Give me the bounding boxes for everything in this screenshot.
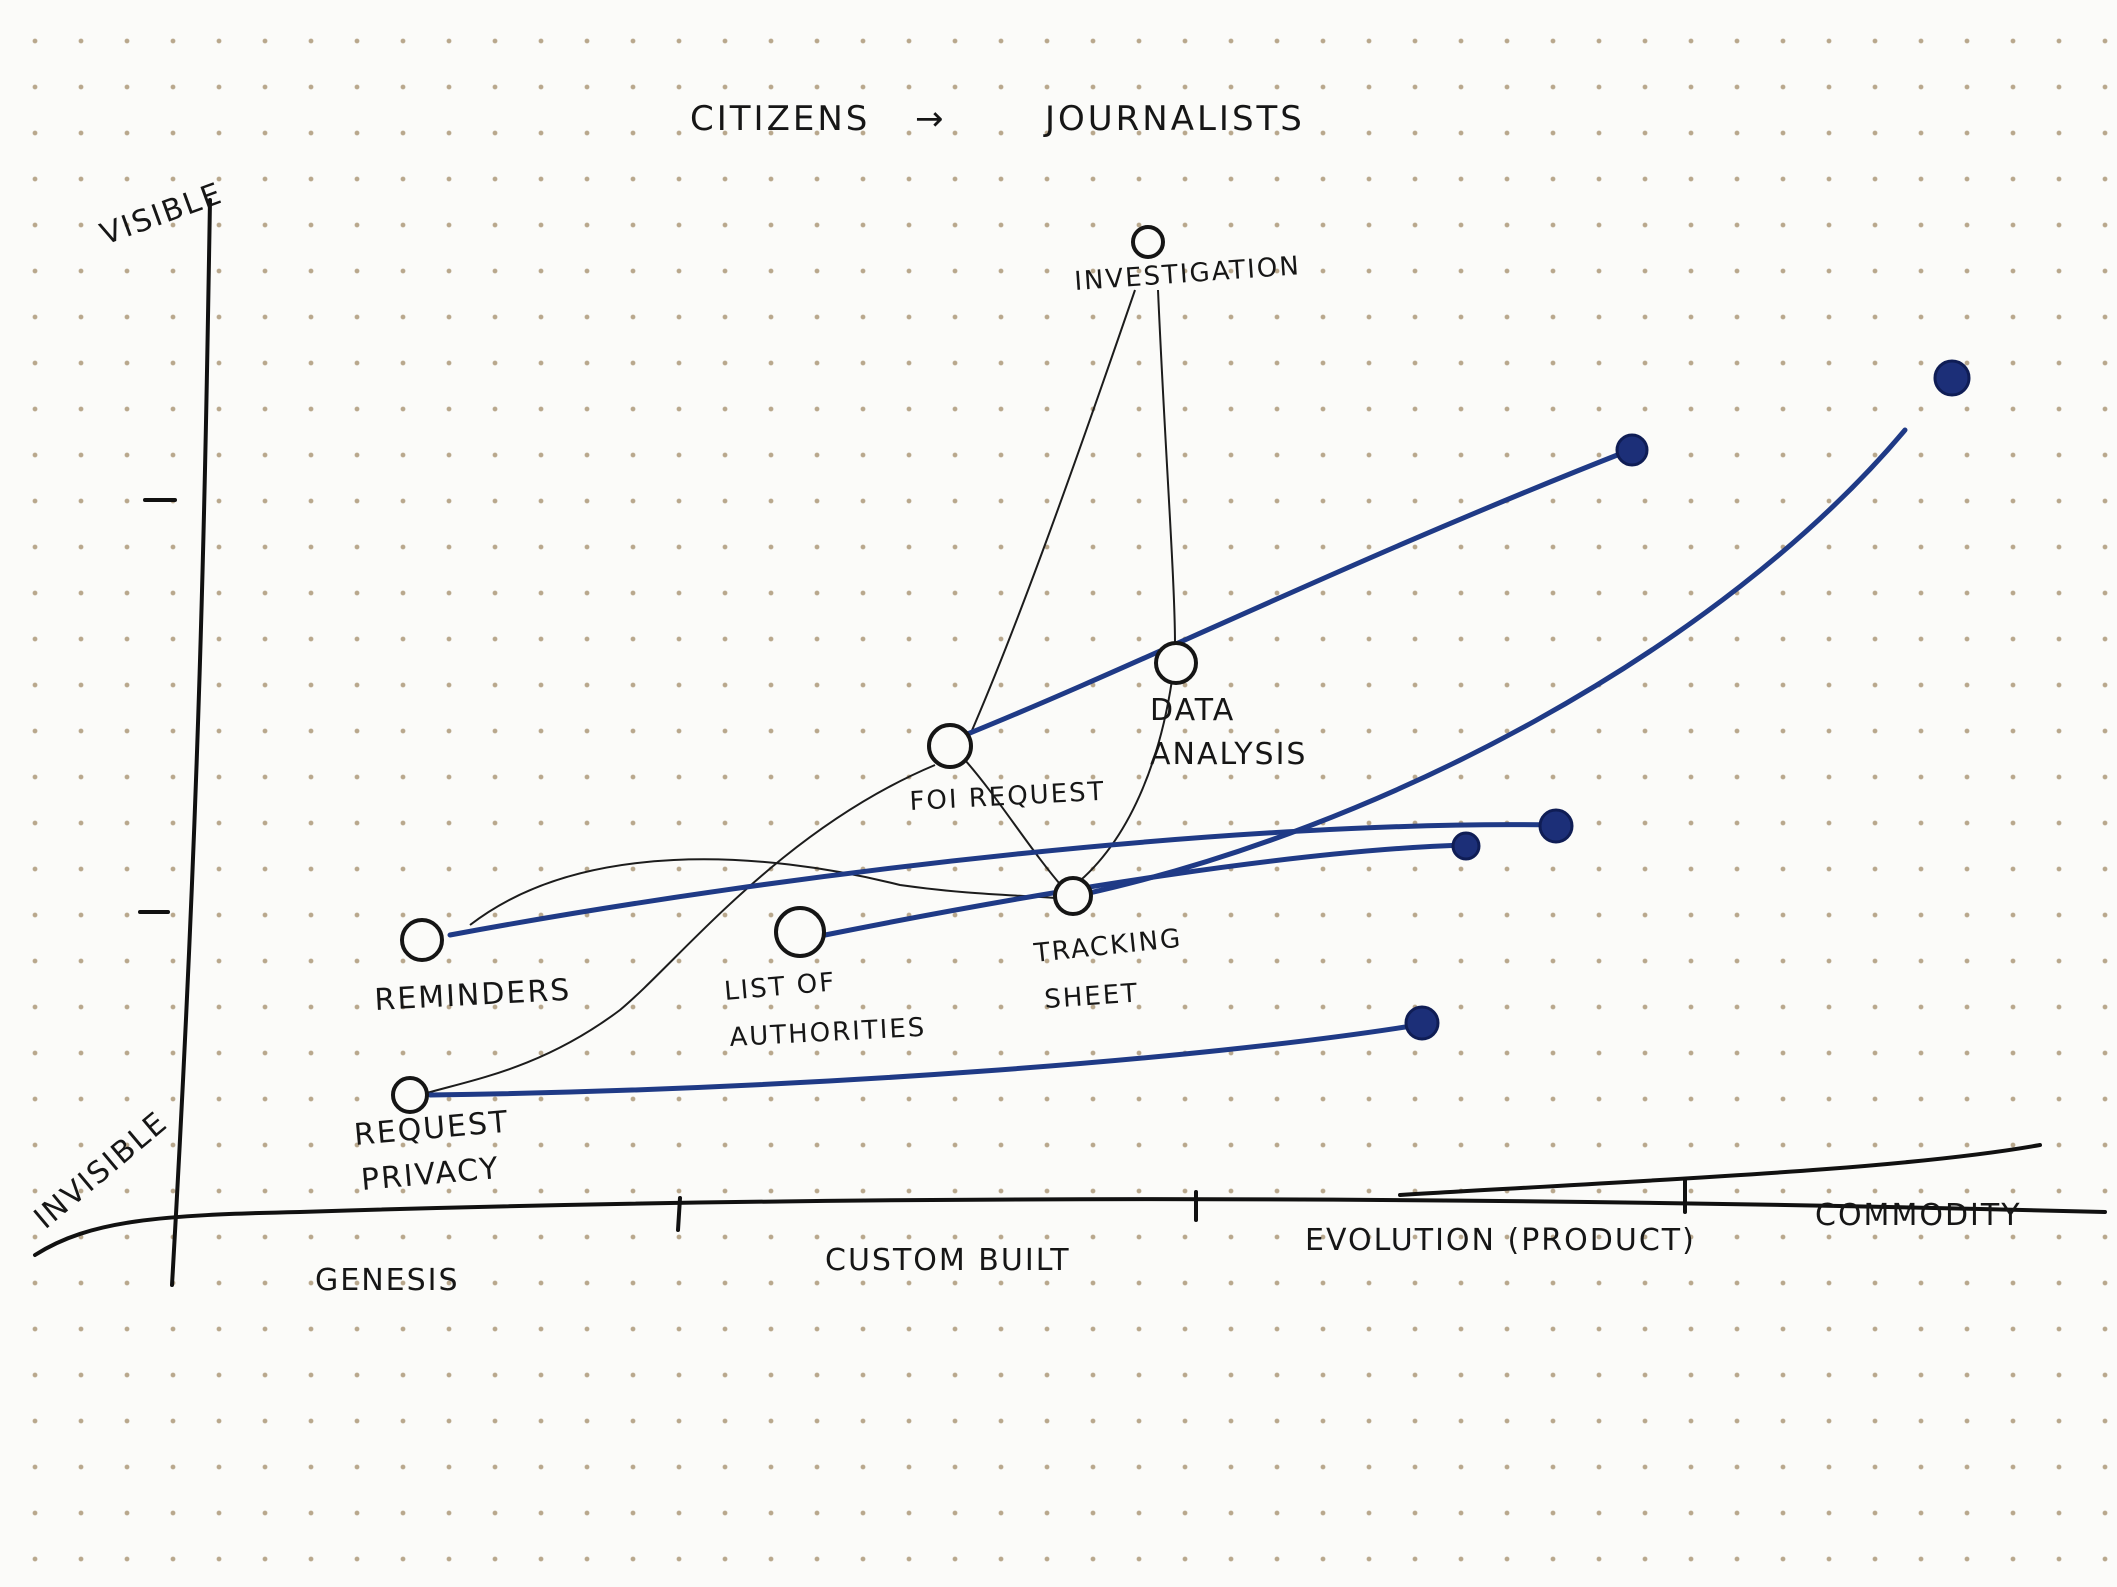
evolution-line-list-of-authorities	[822, 842, 1468, 938]
evolution-line-reminders	[447, 822, 1558, 938]
x-axis-line	[33, 1197, 2107, 1257]
label-list-of-authorities-line2: AUTHORITIES	[729, 1013, 927, 1053]
node-data-analysis	[1154, 641, 1198, 685]
dependency-foi-tracking	[964, 759, 1066, 891]
label-list-of-authorities-line1: LIST OF	[723, 967, 837, 1007]
evolution-target-foi-request	[1615, 433, 1649, 467]
y-axis-line	[170, 198, 212, 1287]
label-reminders: REMINDERS	[374, 973, 572, 1018]
evolution-line-tracking-sheet	[1077, 427, 1908, 898]
title-arrow: →	[915, 99, 947, 139]
label-request-privacy-line2: PRIVACY	[360, 1151, 502, 1198]
title-journalists: JOURNALISTS	[1043, 99, 1305, 139]
dependency-investigation-data-analysis	[1157, 289, 1176, 646]
dependency-tracking-reminders	[469, 858, 1056, 926]
label-tracking-sheet-line2: SHEET	[1043, 978, 1140, 1015]
x-axis-upper-stroke	[1398, 1143, 2042, 1197]
label-investigation: INVESTIGATION	[1073, 251, 1301, 297]
node-list-of-authorities	[774, 906, 826, 958]
label-foi-request: FOI REQUEST	[909, 777, 1106, 817]
evolution-target-request-privacy	[1404, 1005, 1440, 1041]
title-citizens: CITIZENS	[690, 99, 870, 139]
dependency-data-analysis-tracking	[1074, 679, 1173, 886]
evolution-target-tracking-sheet	[1933, 359, 1971, 397]
label-tracking-sheet-line1: TRACKING	[1032, 924, 1184, 969]
evolution-target-reminders	[1538, 808, 1574, 844]
x-axis-label-product: EVOLUTION (PRODUCT)	[1305, 1223, 1696, 1258]
node-reminders	[400, 918, 444, 962]
dependency-investigation-foi	[969, 289, 1136, 736]
label-data-analysis-line2: ANALYSIS	[1150, 737, 1307, 772]
node-investigation	[1131, 225, 1165, 259]
label-request-privacy-line1: REQUEST	[353, 1105, 511, 1153]
evolution-target-list-of-authorities	[1451, 831, 1481, 861]
evolution-line-request-privacy	[427, 1022, 1421, 1098]
node-request-privacy	[391, 1076, 429, 1114]
x-axis-tick-1	[676, 1196, 682, 1232]
dependency-foi-request-privacy	[419, 764, 936, 1096]
node-foi-request	[927, 723, 973, 769]
x-axis-label-genesis: GENESIS	[315, 1263, 460, 1298]
x-axis-label-commodity: COMMODITY	[1815, 1198, 2022, 1233]
node-tracking-sheet	[1053, 876, 1093, 916]
evolution-line-foi-request	[962, 447, 1633, 738]
label-data-analysis-line1: DATA	[1150, 693, 1235, 728]
y-axis-label-invisible: INVISIBLE	[28, 1105, 175, 1236]
x-axis-label-custom-built: CUSTOM BUILT	[825, 1243, 1071, 1278]
